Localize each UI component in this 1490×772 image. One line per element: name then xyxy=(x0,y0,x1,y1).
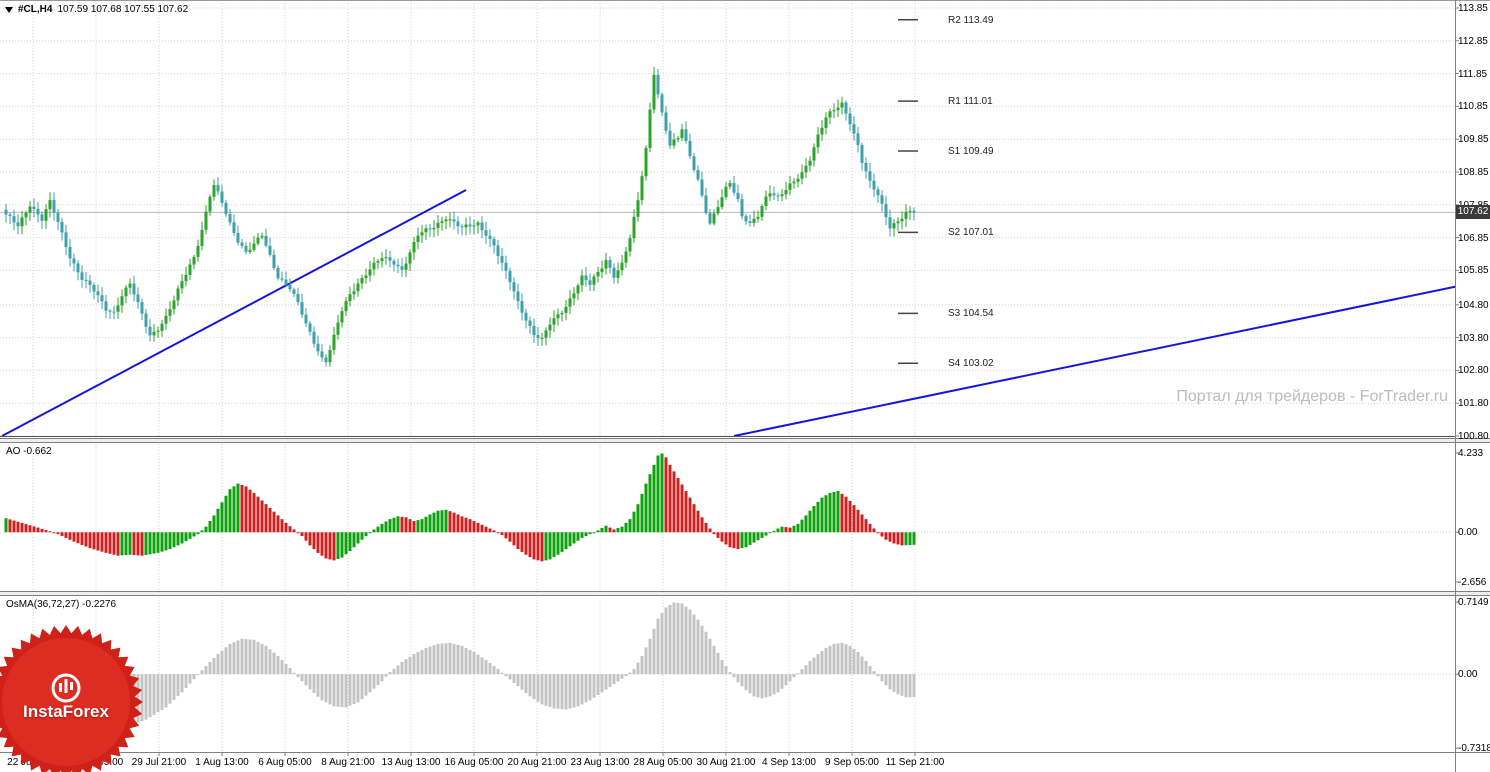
time-axis-label: 29 Jul 21:00 xyxy=(131,757,187,768)
osma-tick-label: -0.7318 xyxy=(1458,743,1490,754)
logo-bar-icon xyxy=(64,679,68,693)
price-tick-label: 100.80 xyxy=(1458,431,1489,442)
price-tick-label: 107.85 xyxy=(1458,200,1489,211)
logo-bar-icon xyxy=(70,682,73,690)
time-axis-label: 8 Aug 21:00 xyxy=(321,757,375,768)
time-axis-label: 1 Aug 13:00 xyxy=(195,757,249,768)
osma-tick-label: 0.00 xyxy=(1458,669,1478,681)
pivot-label: S4 103.02 xyxy=(948,358,994,370)
price-tick-label: 104.80 xyxy=(1458,299,1489,311)
time-axis-label: 4 Sep 13:00 xyxy=(762,757,816,768)
time-axis-label: 9 Sep 05:00 xyxy=(825,757,879,768)
instaforex-logo xyxy=(0,625,143,772)
price-tick-label: 106.85 xyxy=(1458,232,1489,244)
symbol-label: #CL,H4 xyxy=(18,4,53,15)
watermark-text: Портал для трейдеров - ForTrader.ru xyxy=(1176,388,1448,405)
logo-bar-icon xyxy=(59,683,62,692)
price-tick-label: 110.85 xyxy=(1458,101,1488,113)
current-price-tag: 107.62 xyxy=(1456,205,1490,220)
ao-histogram xyxy=(4,453,916,562)
pivot-marks xyxy=(898,19,918,364)
ao-tick-label: -2.656 xyxy=(1458,577,1487,588)
symbol-header: #CL,H4 107.59 107.68 107.55 107.62 xyxy=(5,4,188,15)
ohlc-quote: 107.59 107.68 107.55 107.62 xyxy=(57,4,189,15)
trend-lines[interactable] xyxy=(1,189,1456,437)
time-axis-label: 6 Aug 05:00 xyxy=(258,757,312,768)
ao-tick-label: 4.233 xyxy=(1458,448,1484,459)
ao-tick-label: 0.00 xyxy=(1458,527,1478,539)
pivot-label: S3 104.54 xyxy=(948,308,994,320)
instaforex-logo-text: InstaForex xyxy=(23,702,109,721)
price-tick-label: 109.85 xyxy=(1458,134,1489,146)
time-axis-label: 23 Aug 13:00 xyxy=(570,757,630,768)
time-axis-label: 30 Aug 21:00 xyxy=(696,757,756,768)
price-tick-label: 112.85 xyxy=(1458,35,1488,47)
price-tick-label: 105.85 xyxy=(1458,265,1489,277)
price-tick-label: 102.80 xyxy=(1458,365,1489,377)
ao-indicator-label: AO -0.662 xyxy=(6,446,52,457)
pivot-label: R1 111.01 xyxy=(948,96,993,108)
pivot-label: R2 113.49 xyxy=(948,14,994,26)
time-axis-label: 28 Aug 05:00 xyxy=(633,757,693,768)
price-tick-label: 101.80 xyxy=(1458,398,1489,410)
price-tick-label: 111.85 xyxy=(1458,68,1488,80)
symbol-marker-icon xyxy=(5,6,13,13)
logo-globe-icon xyxy=(51,673,81,703)
osma-indicator-label: OsMA(36,72,27) -0.2276 xyxy=(6,599,117,610)
pivot-label: S2 107.01 xyxy=(948,227,994,239)
candles xyxy=(4,66,916,367)
price-tick-label: 113.85 xyxy=(1458,3,1488,14)
time-axis-label: 20 Aug 21:00 xyxy=(507,757,567,768)
grid-lines xyxy=(0,0,1455,752)
time-axis-label: 11 Sep 21:00 xyxy=(885,757,945,768)
pivot-label: S1 109.49 xyxy=(948,145,994,157)
price-tick-label: 103.80 xyxy=(1458,332,1489,344)
time-axis-label: 13 Aug 13:00 xyxy=(381,757,441,768)
time-axis-label: 16 Aug 05:00 xyxy=(444,757,504,768)
osma-tick-label: 0.7149 xyxy=(1458,597,1489,608)
price-tick-label: 108.85 xyxy=(1458,166,1489,178)
